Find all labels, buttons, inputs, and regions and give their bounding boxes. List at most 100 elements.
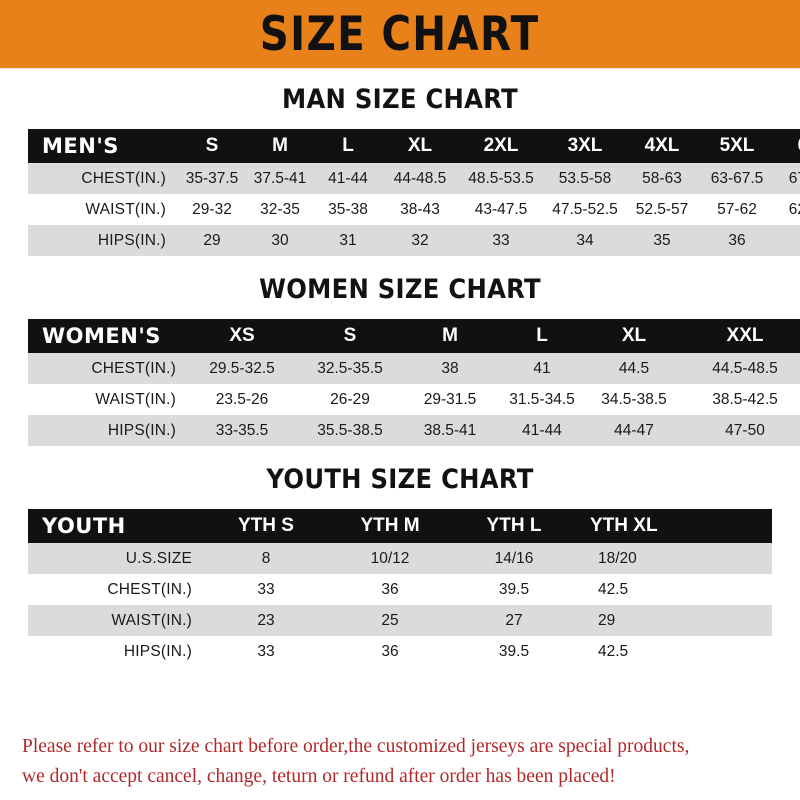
cell: 32 xyxy=(382,225,458,256)
cell: 25 xyxy=(328,605,452,636)
cell: 26-29 xyxy=(296,384,404,415)
women-size-col: XS xyxy=(188,319,296,353)
row-label: CHEST(IN.) xyxy=(28,163,178,194)
cell: 35 xyxy=(626,225,698,256)
women-section-title: WOMEN SIZE CHART xyxy=(259,274,541,305)
section-man: MAN SIZE CHART MEN'S S M L XL 2XL 3XL 4X… xyxy=(0,86,800,256)
youth-size-col: YTH M xyxy=(328,509,452,543)
cell: 47.5-52.5 xyxy=(544,194,626,225)
youth-size-col: YTH XL xyxy=(576,509,772,543)
cell: 48.5-53.5 xyxy=(458,163,544,194)
row-label: CHEST(IN.) xyxy=(28,353,188,384)
cell: 33 xyxy=(458,225,544,256)
cell: 44.5 xyxy=(588,353,680,384)
row-label: CHEST(IN.) xyxy=(28,574,204,605)
men-size-col: XL xyxy=(382,129,458,163)
cell: 38.5-41 xyxy=(404,415,496,446)
youth-header-label: YOUTH xyxy=(28,509,204,543)
cell: 35.5-38.5 xyxy=(296,415,404,446)
cell: 34 xyxy=(544,225,626,256)
cell: 41-44 xyxy=(314,163,382,194)
cell: 63-67.5 xyxy=(698,163,776,194)
table-row: HIPS(IN.) 33-35.5 35.5-38.5 38.5-41 41-4… xyxy=(28,415,800,446)
cell: 67.5-72 xyxy=(776,163,800,194)
table-row: WAIST(IN.) 29-32 32-35 35-38 38-43 43-47… xyxy=(28,194,800,225)
men-header-row: MEN'S S M L XL 2XL 3XL 4XL 5XL 6XL xyxy=(28,129,800,163)
cell: 29-32 xyxy=(178,194,246,225)
cell: 23.5-26 xyxy=(188,384,296,415)
cell: 58-63 xyxy=(626,163,698,194)
page-banner: SIZE CHART xyxy=(0,0,800,68)
men-size-col: 3XL xyxy=(544,129,626,163)
cell: 29.5-32.5 xyxy=(188,353,296,384)
cell: 37 xyxy=(776,225,800,256)
footer-note-line-1: Please refer to our size chart before or… xyxy=(22,735,690,757)
cell: 41-44 xyxy=(496,415,588,446)
cell: 41 xyxy=(496,353,588,384)
cell: 31.5-34.5 xyxy=(496,384,588,415)
cell: 30 xyxy=(246,225,314,256)
row-label: WAIST(IN.) xyxy=(28,384,188,415)
footer-note-line-2: we don't accept cancel, change, teturn o… xyxy=(22,765,616,787)
cell: 8 xyxy=(204,543,328,574)
youth-size-col: YTH L xyxy=(452,509,576,543)
cell: 37.5-41 xyxy=(246,163,314,194)
women-header-row: WOMEN'S XS S M L XL XXL xyxy=(28,319,800,353)
cell: 29-31.5 xyxy=(404,384,496,415)
footer-note: Please refer to our size chart before or… xyxy=(0,732,800,792)
section-women: WOMEN SIZE CHART WOMEN'S XS S M L XL XXL… xyxy=(0,276,800,446)
table-row: CHEST(IN.) 29.5-32.5 32.5-35.5 38 41 44.… xyxy=(28,353,800,384)
women-size-col: XL xyxy=(588,319,680,353)
women-header-label: WOMEN'S xyxy=(28,319,188,353)
row-label: WAIST(IN.) xyxy=(28,194,178,225)
cell: 10/12 xyxy=(328,543,452,574)
cell: 29 xyxy=(576,605,772,636)
row-label: WAIST(IN.) xyxy=(28,605,204,636)
cell: 44-48.5 xyxy=(382,163,458,194)
women-size-col: XXL xyxy=(680,319,800,353)
cell: 32-35 xyxy=(246,194,314,225)
cell: 32.5-35.5 xyxy=(296,353,404,384)
cell: 44-47 xyxy=(588,415,680,446)
men-size-col: 2XL xyxy=(458,129,544,163)
women-size-table: WOMEN'S XS S M L XL XXL CHEST(IN.) 29.5-… xyxy=(28,319,800,446)
cell: 38.5-42.5 xyxy=(680,384,800,415)
table-row: HIPS(IN.) 29 30 31 32 33 34 35 36 37 xyxy=(28,225,800,256)
cell: 62-66.5 xyxy=(776,194,800,225)
cell: 38 xyxy=(404,353,496,384)
cell: 44.5-48.5 xyxy=(680,353,800,384)
cell: 31 xyxy=(314,225,382,256)
women-size-col: M xyxy=(404,319,496,353)
page-title: SIZE CHART xyxy=(260,6,540,62)
cell: 43-47.5 xyxy=(458,194,544,225)
cell: 36 xyxy=(698,225,776,256)
cell: 33 xyxy=(204,636,328,667)
cell: 33-35.5 xyxy=(188,415,296,446)
cell: 36 xyxy=(328,636,452,667)
youth-section-title: YOUTH SIZE CHART xyxy=(266,464,534,495)
men-size-col: 5XL xyxy=(698,129,776,163)
cell: 36 xyxy=(328,574,452,605)
table-row: WAIST(IN.) 23 25 27 29 xyxy=(28,605,772,636)
cell: 34.5-38.5 xyxy=(588,384,680,415)
cell: 27 xyxy=(452,605,576,636)
row-label: HIPS(IN.) xyxy=(28,636,204,667)
row-label: U.S.SIZE xyxy=(28,543,204,574)
cell: 52.5-57 xyxy=(626,194,698,225)
cell: 57-62 xyxy=(698,194,776,225)
women-size-col: S xyxy=(296,319,404,353)
cell: 47-50 xyxy=(680,415,800,446)
women-size-col: L xyxy=(496,319,588,353)
cell: 42.5 xyxy=(576,574,772,605)
youth-size-col: YTH S xyxy=(204,509,328,543)
table-row: U.S.SIZE 8 10/12 14/16 18/20 xyxy=(28,543,772,574)
section-youth: YOUTH SIZE CHART YOUTH YTH S YTH M YTH L… xyxy=(0,466,800,667)
men-size-table: MEN'S S M L XL 2XL 3XL 4XL 5XL 6XL CHEST… xyxy=(28,129,800,256)
cell: 35-37.5 xyxy=(178,163,246,194)
man-section-title: MAN SIZE CHART xyxy=(282,84,518,115)
table-row: CHEST(IN.) 35-37.5 37.5-41 41-44 44-48.5… xyxy=(28,163,800,194)
men-size-col: S xyxy=(178,129,246,163)
cell: 39.5 xyxy=(452,636,576,667)
cell: 53.5-58 xyxy=(544,163,626,194)
cell: 42.5 xyxy=(576,636,772,667)
